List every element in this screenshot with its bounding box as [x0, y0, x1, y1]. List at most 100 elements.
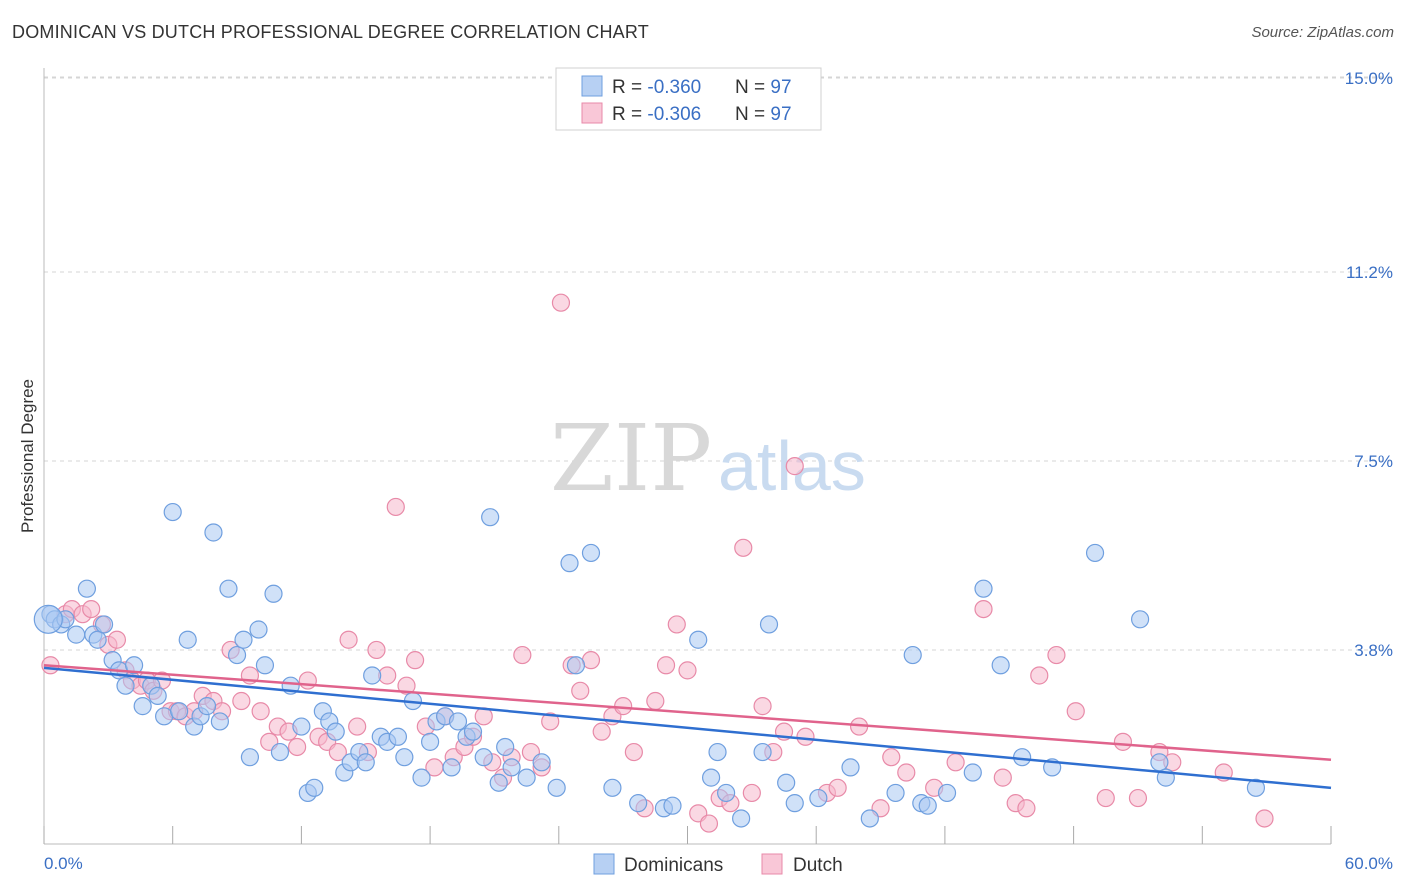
- trend-line-dominicans: [43, 666, 1332, 790]
- data-point: [288, 737, 307, 757]
- data-point: [170, 702, 189, 721]
- data-point: [717, 783, 736, 803]
- data-point: [547, 778, 566, 797]
- data-point: [963, 763, 982, 782]
- data-point: [708, 742, 727, 762]
- data-point: [148, 686, 167, 706]
- bottom-legend-label-dominicans: Dominicans: [624, 855, 723, 876]
- data-point: [363, 666, 382, 685]
- bottom-legend-swatch-dutch: [761, 853, 783, 875]
- legend-n-label-2: N =: [735, 104, 770, 125]
- legend-n-label-1: N =: [735, 77, 770, 98]
- data-point: [734, 538, 753, 557]
- legend-r-label-2: R =: [612, 104, 647, 125]
- bottom-legend: Dominicans Dutch: [593, 853, 843, 876]
- data-point: [517, 768, 536, 787]
- data-point: [1017, 799, 1036, 818]
- data-point: [785, 457, 804, 476]
- legend-n-value-2: 97: [770, 104, 791, 125]
- trend-lines: [43, 664, 1332, 790]
- data-point: [107, 630, 127, 649]
- data-point: [937, 783, 957, 803]
- data-point: [1246, 778, 1266, 797]
- data-point: [489, 773, 508, 792]
- data-point: [292, 717, 311, 736]
- legend-swatch-dutch: [581, 102, 603, 124]
- data-point: [67, 625, 86, 644]
- data-point: [646, 691, 665, 711]
- y-axis-label: Professional Degree: [18, 379, 37, 533]
- data-point: [251, 702, 270, 721]
- data-point: [474, 748, 493, 767]
- data-point: [566, 656, 586, 675]
- data-point: [367, 640, 386, 660]
- data-point: [88, 630, 107, 649]
- top-legend: R = -0.360 N = 97 R = -0.306 N = 97: [555, 67, 822, 131]
- data-point: [1013, 748, 1032, 767]
- data-point: [603, 778, 622, 797]
- data-point: [348, 717, 367, 736]
- data-point: [442, 758, 461, 777]
- data-point: [305, 778, 324, 797]
- data-point: [232, 691, 251, 711]
- legend-r-label-1: R =: [612, 77, 647, 98]
- data-point: [386, 497, 405, 517]
- data-point: [227, 645, 247, 665]
- data-point: [974, 579, 993, 598]
- svg-text:N = 97: N = 97: [735, 77, 792, 98]
- y-tick-labels: 3.8% 7.5% 11.2% 15.0%: [1345, 69, 1393, 660]
- data-point: [240, 748, 260, 767]
- data-point: [234, 630, 253, 649]
- data-point: [255, 656, 275, 675]
- data-point: [1130, 610, 1150, 629]
- data-point: [1085, 543, 1105, 563]
- data-point: [298, 671, 317, 690]
- data-point: [513, 645, 532, 665]
- data-point: [133, 697, 152, 716]
- data-point: [94, 615, 114, 634]
- data-point: [412, 768, 431, 787]
- data-point: [1066, 702, 1085, 721]
- data-point: [1150, 753, 1169, 772]
- data-point: [903, 645, 922, 665]
- source-label: Source: ZipAtlas.com: [1251, 24, 1394, 41]
- data-point: [581, 651, 601, 670]
- data-point: [124, 656, 144, 675]
- data-point: [897, 763, 916, 782]
- data-point: [882, 748, 901, 767]
- legend-n-value-1: 97: [770, 77, 791, 98]
- data-point: [1255, 809, 1274, 828]
- data-point: [732, 809, 751, 828]
- data-point: [699, 814, 719, 833]
- data-point: [560, 554, 579, 573]
- data-point: [116, 676, 135, 695]
- svg-text:R = -0.360: R = -0.360: [612, 77, 701, 98]
- data-point: [759, 615, 779, 634]
- data-point: [796, 727, 815, 746]
- dutch-points: [41, 293, 1274, 833]
- legend-r-value-2: -0.306: [647, 104, 701, 125]
- x-tick-label-max: 60.0%: [1345, 854, 1393, 873]
- data-point: [656, 656, 676, 675]
- data-point: [155, 707, 174, 726]
- data-point: [974, 599, 993, 619]
- data-point: [777, 773, 796, 792]
- data-point: [541, 712, 560, 731]
- chart-title: DOMINICAN VS DUTCH PROFESSIONAL DEGREE C…: [12, 22, 649, 42]
- data-point: [667, 615, 686, 634]
- data-point: [581, 543, 601, 563]
- legend-swatch-dominicans: [581, 75, 603, 97]
- data-point: [1030, 666, 1049, 685]
- data-point: [163, 502, 182, 522]
- watermark-zip: ZIP: [550, 405, 712, 512]
- data-point: [753, 697, 772, 716]
- dominican-points: [33, 502, 1266, 828]
- data-point: [701, 768, 721, 787]
- data-point: [339, 630, 358, 649]
- data-point: [993, 768, 1012, 787]
- data-point: [481, 508, 500, 527]
- svg-text:N = 97: N = 97: [735, 104, 792, 125]
- data-point: [663, 796, 682, 815]
- data-point: [82, 599, 101, 619]
- data-point: [1128, 788, 1148, 808]
